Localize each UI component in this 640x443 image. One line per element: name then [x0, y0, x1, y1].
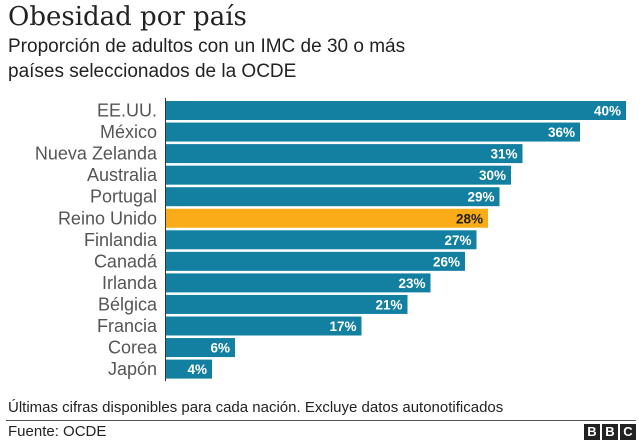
chart-subtitle-line-2: países seleccionados de la OCDE — [8, 61, 297, 82]
bar — [166, 144, 523, 164]
bar — [166, 273, 431, 293]
data-label: 23% — [398, 276, 425, 291]
footer-divider — [6, 420, 636, 421]
category-label: Canadá — [94, 251, 158, 271]
category-label: Francia — [97, 316, 158, 336]
data-label: 28% — [456, 211, 483, 226]
bar — [166, 208, 488, 228]
category-label: Nueva Zelanda — [35, 144, 158, 164]
bbc-logo-letter: C — [620, 424, 636, 440]
bar — [166, 122, 580, 142]
category-label: Irlanda — [102, 273, 158, 293]
category-label: Portugal — [90, 187, 157, 207]
data-label: 30% — [479, 168, 506, 183]
category-label: Japón — [108, 359, 157, 379]
category-label: EE.UU. — [97, 101, 157, 121]
data-label: 31% — [490, 147, 517, 162]
category-label: Reino Unido — [58, 208, 157, 228]
data-label: 6% — [210, 341, 230, 356]
bbc-logo-letter: B — [584, 424, 600, 440]
bar-chart: EE.UU. 40% México 36% Nueva Zelanda 31% Austra… — [35, 98, 626, 382]
data-label: 27% — [444, 233, 471, 248]
category-label: Bélgica — [98, 294, 158, 314]
bar — [166, 359, 212, 379]
bar — [166, 251, 465, 271]
chart-title: Obesidad por país — [8, 2, 247, 32]
data-label: 4% — [187, 362, 207, 377]
bar — [166, 230, 477, 250]
source-label: Fuente: OCDE — [8, 423, 107, 440]
data-label: 40% — [594, 104, 621, 119]
data-label: 21% — [375, 297, 402, 312]
data-label: 29% — [467, 190, 494, 205]
bar — [166, 165, 511, 185]
bar — [166, 316, 362, 336]
bar — [166, 338, 235, 358]
data-label: 17% — [329, 319, 356, 334]
bbc-logo-letter: B — [602, 424, 618, 440]
chart-subtitle-line-1: Proporción de adultos con un IMC de 30 o… — [8, 36, 406, 57]
category-label: Corea — [108, 338, 158, 358]
bar — [166, 187, 500, 207]
category-label: México — [100, 122, 157, 142]
data-label: 36% — [548, 125, 575, 140]
category-label: Finlandia — [84, 230, 158, 250]
data-label: 26% — [433, 254, 460, 269]
bar — [166, 294, 408, 314]
bbc-logo: B B C — [584, 424, 636, 440]
category-label: Australia — [87, 165, 158, 185]
footnote: Últimas cifras disponibles para cada nac… — [8, 399, 504, 416]
bar — [166, 101, 626, 120]
